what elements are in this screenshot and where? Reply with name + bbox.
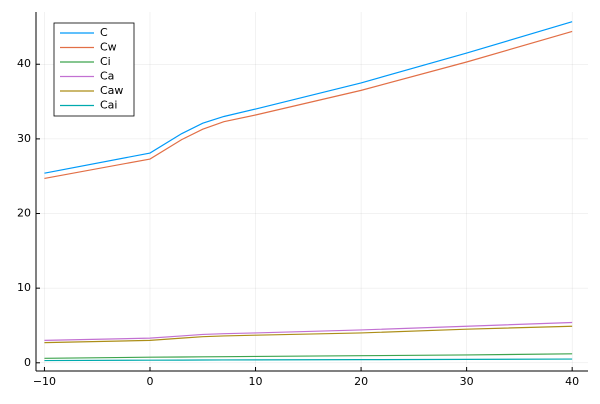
y-tick-label: 20 xyxy=(17,207,31,220)
legend-label: Ci xyxy=(100,55,111,68)
legend-label: Cai xyxy=(100,99,117,112)
series-line xyxy=(44,321,573,341)
legend-box xyxy=(53,22,135,117)
x-tick-label: 10 xyxy=(249,375,263,388)
legend-label: Ca xyxy=(100,70,114,83)
y-tick-label: 0 xyxy=(24,356,31,369)
series-line xyxy=(44,21,573,174)
legend-label: C xyxy=(100,26,108,39)
legend-label: Cw xyxy=(100,41,117,54)
legend-label: Caw xyxy=(100,84,123,97)
x-tick-label: 30 xyxy=(460,375,474,388)
x-tick-label: 0 xyxy=(146,375,153,388)
series-line xyxy=(44,30,573,180)
y-tick-label: 30 xyxy=(17,132,31,145)
x-tick-label: 20 xyxy=(354,375,368,388)
x-tick-label: 40 xyxy=(565,375,579,388)
y-tick-label: 10 xyxy=(17,281,31,294)
series-line xyxy=(44,353,573,359)
y-tick-label: 40 xyxy=(17,57,31,70)
series-line xyxy=(44,358,573,362)
series-line xyxy=(44,325,573,344)
x-tick-label: −10 xyxy=(33,375,56,388)
